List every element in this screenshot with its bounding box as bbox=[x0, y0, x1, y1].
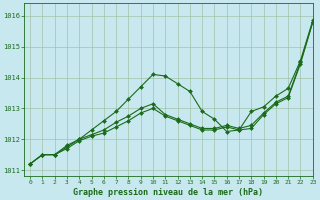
X-axis label: Graphe pression niveau de la mer (hPa): Graphe pression niveau de la mer (hPa) bbox=[73, 188, 263, 197]
